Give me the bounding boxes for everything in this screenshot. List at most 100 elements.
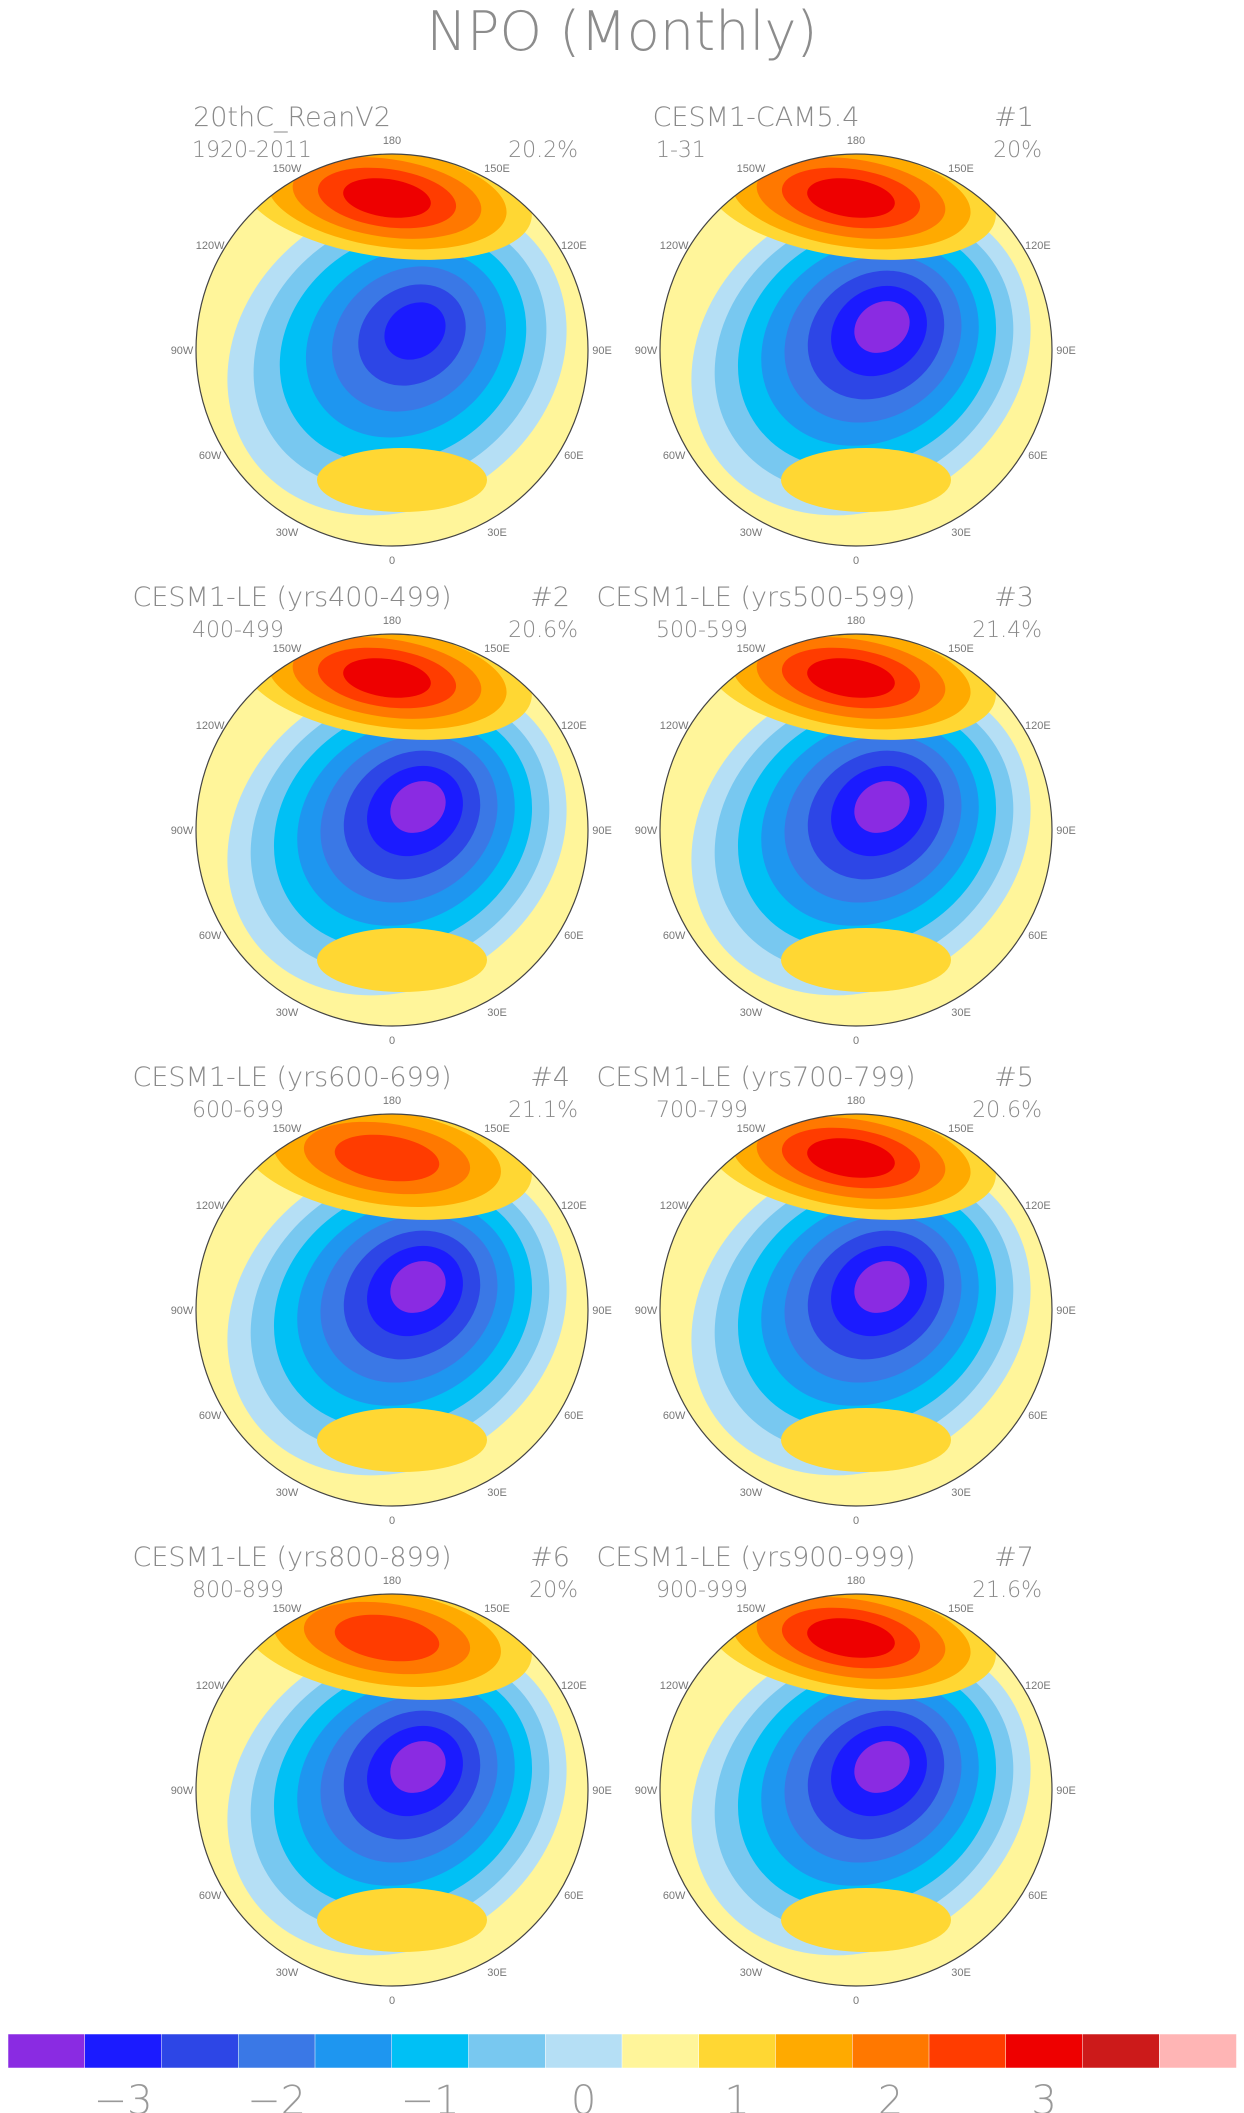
longitude-label: 90E bbox=[592, 1785, 612, 1797]
panel-title: CESM1-LE (yrs700-799) bbox=[597, 1062, 916, 1093]
longitude-label: 0 bbox=[853, 1035, 859, 1047]
colorbar-swatch bbox=[314, 2033, 393, 2069]
colorbar-swatch bbox=[928, 2033, 1007, 2069]
panel-title: CESM1-CAM5.4 bbox=[653, 102, 860, 133]
panel-title: CESM1-LE (yrs500-599) bbox=[597, 582, 916, 613]
colorbar-tick-label: −1 bbox=[401, 2078, 460, 2113]
panel-tag: #7 bbox=[994, 1542, 1034, 1573]
longitude-label: 0 bbox=[389, 555, 395, 567]
longitude-label: 30E bbox=[951, 1487, 971, 1499]
map-panel: CESM1-LE (yrs500-599) #3 500-599 21.4% 180 15… bbox=[597, 582, 1076, 1047]
positive-contour bbox=[781, 1888, 951, 1952]
colorbar-swatch bbox=[161, 2033, 239, 2069]
map-border bbox=[195, 1593, 589, 1987]
longitude-label: 0 bbox=[853, 1515, 859, 1527]
negative-contour bbox=[854, 1261, 910, 1313]
longitude-label: 120E bbox=[561, 1200, 587, 1212]
panel-grid: 20thC_ReanV2 1920-2011 20.2% 180 150E 120E 90E… bbox=[133, 102, 1076, 2007]
longitude-label: 150W bbox=[273, 643, 302, 655]
panel-variance: 20.6% bbox=[972, 1098, 1042, 1123]
negative-contour bbox=[854, 301, 910, 353]
colorbar-tick-label: −3 bbox=[94, 2078, 153, 2113]
colorbar-swatch bbox=[238, 2033, 316, 2069]
colorbar-swatch bbox=[545, 2033, 623, 2069]
map-panel: CESM1-LE (yrs900-999) #7 900-999 21.6% 180 15… bbox=[597, 1542, 1076, 2007]
map-panel: CESM1-CAM5.4 #1 1-31 20% 180 150E 120E 90E 60E 30… bbox=[635, 102, 1076, 567]
map-border bbox=[659, 1593, 1053, 1987]
panel-tag: #4 bbox=[530, 1062, 570, 1093]
map-panel: CESM1-LE (yrs600-699) #4 600-699 21.1% 180 15… bbox=[133, 1062, 612, 1527]
panel-title: CESM1-LE (yrs900-999) bbox=[597, 1542, 916, 1573]
longitude-label: 60W bbox=[199, 450, 222, 462]
negative-contour bbox=[390, 1741, 446, 1793]
longitude-label: 180 bbox=[383, 1095, 401, 1107]
longitude-label: 0 bbox=[853, 555, 859, 567]
longitude-label: 90W bbox=[635, 1785, 658, 1797]
colorbar-swatch bbox=[698, 2033, 777, 2069]
longitude-label: 150E bbox=[948, 1603, 974, 1615]
panel-tag: #1 bbox=[994, 102, 1034, 133]
longitude-label: 90W bbox=[171, 1785, 194, 1797]
longitude-label: 120W bbox=[660, 720, 689, 732]
colorbar-tick-label: 1 bbox=[724, 2078, 749, 2113]
longitude-label: 150E bbox=[484, 163, 510, 175]
longitude-label: 30W bbox=[740, 527, 763, 539]
map-border bbox=[659, 1113, 1053, 1507]
negative-contour bbox=[384, 302, 446, 360]
longitude-label: 90W bbox=[635, 1305, 658, 1317]
panel-variance: 21.6% bbox=[972, 1578, 1042, 1603]
map-border bbox=[195, 153, 589, 547]
panel-variance: 20.2% bbox=[508, 138, 578, 163]
panel-variance: 20.6% bbox=[508, 618, 578, 643]
longitude-label: 60W bbox=[663, 1890, 686, 1902]
longitude-label: 90E bbox=[1056, 345, 1076, 357]
longitude-label: 30W bbox=[740, 1967, 763, 1979]
longitude-label: 120W bbox=[660, 1680, 689, 1692]
longitude-label: 30E bbox=[487, 1967, 507, 1979]
figure-title: NPO (Monthly) bbox=[427, 0, 818, 63]
colorbar-swatch bbox=[852, 2033, 930, 2069]
positive-contour bbox=[807, 178, 895, 218]
negative-contour bbox=[854, 1741, 910, 1793]
longitude-label: 150W bbox=[737, 643, 766, 655]
positive-contour bbox=[317, 928, 487, 992]
longitude-label: 180 bbox=[383, 615, 401, 627]
longitude-label: 120E bbox=[561, 240, 587, 252]
longitude-label: 150W bbox=[273, 1123, 302, 1135]
longitude-label: 0 bbox=[389, 1515, 395, 1527]
colorbar-tick-label: 3 bbox=[1031, 2078, 1056, 2113]
longitude-label: 30W bbox=[740, 1007, 763, 1019]
panel-tag: #3 bbox=[994, 582, 1034, 613]
longitude-label: 150W bbox=[737, 1123, 766, 1135]
longitude-label: 30W bbox=[276, 527, 299, 539]
longitude-label: 60W bbox=[663, 1410, 686, 1422]
positive-contour bbox=[781, 928, 951, 992]
longitude-label: 120W bbox=[196, 240, 225, 252]
positive-contour bbox=[317, 448, 487, 512]
colorbar: −3 −2 −1 0 1 2 3 bbox=[7, 2033, 1237, 2113]
longitude-label: 150W bbox=[273, 163, 302, 175]
longitude-label: 180 bbox=[847, 1095, 865, 1107]
longitude-label: 90W bbox=[171, 825, 194, 837]
longitude-label: 120E bbox=[561, 1680, 587, 1692]
longitude-label: 150W bbox=[737, 163, 766, 175]
positive-contour bbox=[807, 1138, 895, 1178]
longitude-label: 90E bbox=[1056, 1305, 1076, 1317]
panel-years: 600-699 bbox=[192, 1098, 284, 1123]
positive-contour bbox=[334, 1614, 440, 1662]
panel-years: 900-999 bbox=[656, 1578, 748, 1603]
longitude-label: 120W bbox=[196, 1200, 225, 1212]
longitude-label: 0 bbox=[853, 1995, 859, 2007]
longitude-label: 0 bbox=[389, 1995, 395, 2007]
colorbar-swatch bbox=[1082, 2033, 1160, 2069]
longitude-label: 60E bbox=[1028, 450, 1048, 462]
positive-contour bbox=[317, 1888, 487, 1952]
longitude-label: 120E bbox=[561, 720, 587, 732]
panel-variance: 21.4% bbox=[972, 618, 1042, 643]
map-panel: CESM1-LE (yrs700-799) #5 700-799 20.6% 180 15… bbox=[597, 1062, 1076, 1527]
longitude-label: 30E bbox=[951, 1007, 971, 1019]
longitude-label: 60E bbox=[1028, 930, 1048, 942]
longitude-label: 90E bbox=[1056, 825, 1076, 837]
longitude-label: 30E bbox=[487, 1487, 507, 1499]
map-border bbox=[195, 633, 589, 1027]
